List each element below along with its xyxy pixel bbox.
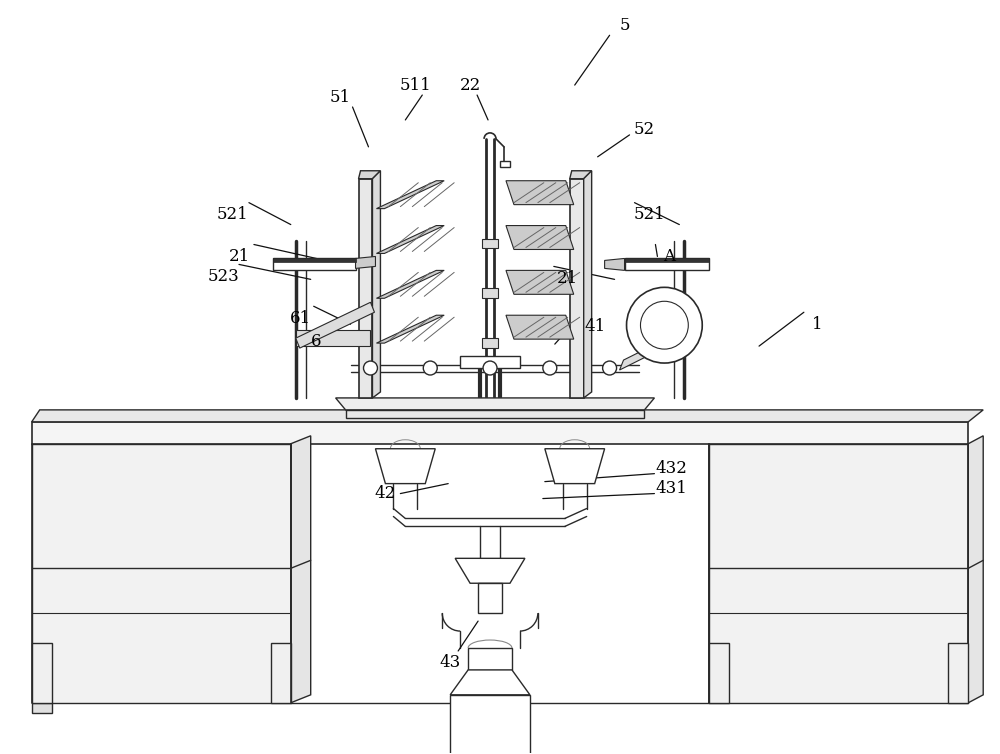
Text: 431: 431 <box>655 480 687 497</box>
Circle shape <box>423 361 437 375</box>
Text: 51: 51 <box>330 88 351 106</box>
Polygon shape <box>359 179 372 398</box>
Circle shape <box>483 361 497 375</box>
Polygon shape <box>296 302 374 348</box>
Polygon shape <box>570 170 592 179</box>
Text: 1: 1 <box>812 316 822 333</box>
Text: 5: 5 <box>619 17 630 34</box>
Circle shape <box>603 361 617 375</box>
Text: 43: 43 <box>440 654 461 672</box>
Polygon shape <box>455 558 525 584</box>
Circle shape <box>364 361 377 375</box>
Text: 42: 42 <box>375 485 396 502</box>
Polygon shape <box>296 330 370 346</box>
Polygon shape <box>545 449 605 483</box>
Text: 511: 511 <box>399 77 431 93</box>
Polygon shape <box>506 271 574 294</box>
Text: 523: 523 <box>207 268 239 285</box>
Bar <box>948 643 968 703</box>
Bar <box>709 643 729 703</box>
Text: A: A <box>663 248 675 265</box>
Bar <box>482 288 498 299</box>
Polygon shape <box>506 181 574 204</box>
Bar <box>346 410 644 418</box>
Polygon shape <box>336 398 654 410</box>
Text: 521: 521 <box>634 206 665 223</box>
Text: 521: 521 <box>217 206 249 223</box>
Polygon shape <box>709 444 968 703</box>
Polygon shape <box>376 225 444 253</box>
Polygon shape <box>968 436 983 703</box>
Polygon shape <box>376 271 444 299</box>
Text: 21: 21 <box>557 270 578 287</box>
Polygon shape <box>273 259 356 271</box>
Polygon shape <box>376 181 444 209</box>
Polygon shape <box>605 259 625 271</box>
Text: 432: 432 <box>655 460 687 477</box>
Polygon shape <box>273 259 356 262</box>
Bar <box>271 643 291 703</box>
Polygon shape <box>291 436 311 703</box>
Circle shape <box>640 302 688 349</box>
Polygon shape <box>376 315 444 343</box>
Polygon shape <box>356 256 375 268</box>
Text: 61: 61 <box>290 310 311 326</box>
Polygon shape <box>372 170 380 398</box>
Bar <box>478 584 502 613</box>
Circle shape <box>543 361 557 375</box>
Bar <box>32 703 52 713</box>
Polygon shape <box>32 444 291 703</box>
Circle shape <box>627 287 702 363</box>
Polygon shape <box>375 449 435 483</box>
Polygon shape <box>450 695 530 754</box>
Polygon shape <box>584 170 592 398</box>
Polygon shape <box>620 325 693 370</box>
Polygon shape <box>32 421 968 444</box>
Polygon shape <box>32 410 983 421</box>
Bar <box>500 161 510 167</box>
Bar <box>482 238 498 249</box>
Polygon shape <box>468 648 512 670</box>
Polygon shape <box>625 259 709 271</box>
Polygon shape <box>625 259 709 262</box>
Bar <box>32 643 52 703</box>
Text: 22: 22 <box>459 77 481 93</box>
Polygon shape <box>506 225 574 250</box>
Bar <box>482 338 498 348</box>
Polygon shape <box>506 315 574 339</box>
Polygon shape <box>570 179 584 398</box>
Bar <box>460 356 520 368</box>
Text: 52: 52 <box>634 121 655 139</box>
Text: 6: 6 <box>310 333 321 350</box>
Text: 21: 21 <box>228 248 250 265</box>
Polygon shape <box>359 170 380 179</box>
Text: 41: 41 <box>584 317 605 335</box>
Polygon shape <box>450 670 530 695</box>
